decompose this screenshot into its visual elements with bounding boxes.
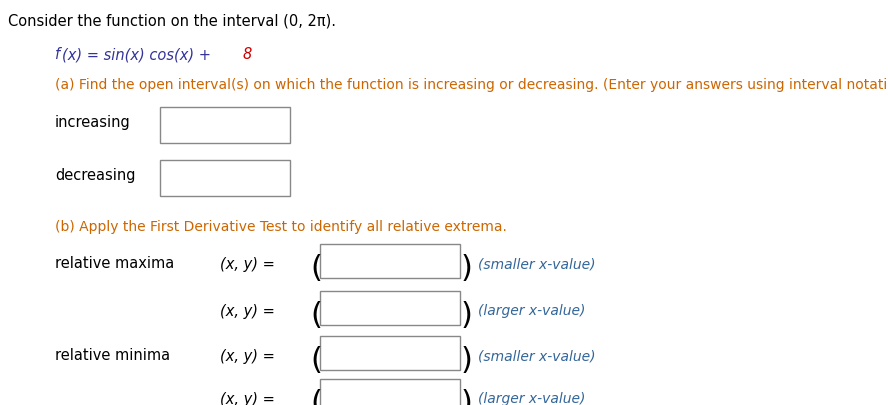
Text: ): )	[461, 301, 473, 330]
Bar	[320, 379, 460, 405]
Text: (: (	[310, 301, 321, 330]
Text: f: f	[55, 47, 60, 62]
Text: (b) Apply the First Derivative Test to identify all relative extrema.: (b) Apply the First Derivative Test to i…	[55, 220, 507, 234]
Text: (x, y) =: (x, y) =	[220, 304, 275, 319]
Text: ): )	[461, 254, 473, 283]
Text: (a) Find the open interval(s) on which the function is increasing or decreasing.: (a) Find the open interval(s) on which t…	[55, 78, 888, 92]
Bar	[320, 291, 460, 325]
Text: (smaller x-value): (smaller x-value)	[478, 349, 596, 363]
Bar	[320, 336, 460, 370]
Text: decreasing: decreasing	[55, 168, 136, 183]
Text: (x, y) =: (x, y) =	[220, 349, 275, 364]
Text: (smaller x-value): (smaller x-value)	[478, 257, 596, 271]
Text: (: (	[310, 254, 321, 283]
Text: (larger x-value): (larger x-value)	[478, 392, 585, 405]
Text: (x, y) =: (x, y) =	[220, 392, 275, 405]
Text: (x, y) =: (x, y) =	[220, 257, 275, 272]
Bar	[160, 160, 290, 196]
Text: (: (	[310, 389, 321, 405]
Text: ): )	[461, 346, 473, 375]
Bar	[160, 107, 290, 143]
Text: (larger x-value): (larger x-value)	[478, 304, 585, 318]
Text: (: (	[310, 346, 321, 375]
Text: relative maxima: relative maxima	[55, 256, 174, 271]
Text: 8: 8	[243, 47, 252, 62]
Text: ): )	[461, 389, 473, 405]
Text: relative minima: relative minima	[55, 348, 170, 363]
Text: Consider the function on the interval (0, 2π).: Consider the function on the interval (0…	[8, 14, 336, 29]
Text: (x) = sin(x) cos(x) +: (x) = sin(x) cos(x) +	[62, 47, 216, 62]
Text: increasing: increasing	[55, 115, 131, 130]
Bar	[320, 244, 460, 278]
